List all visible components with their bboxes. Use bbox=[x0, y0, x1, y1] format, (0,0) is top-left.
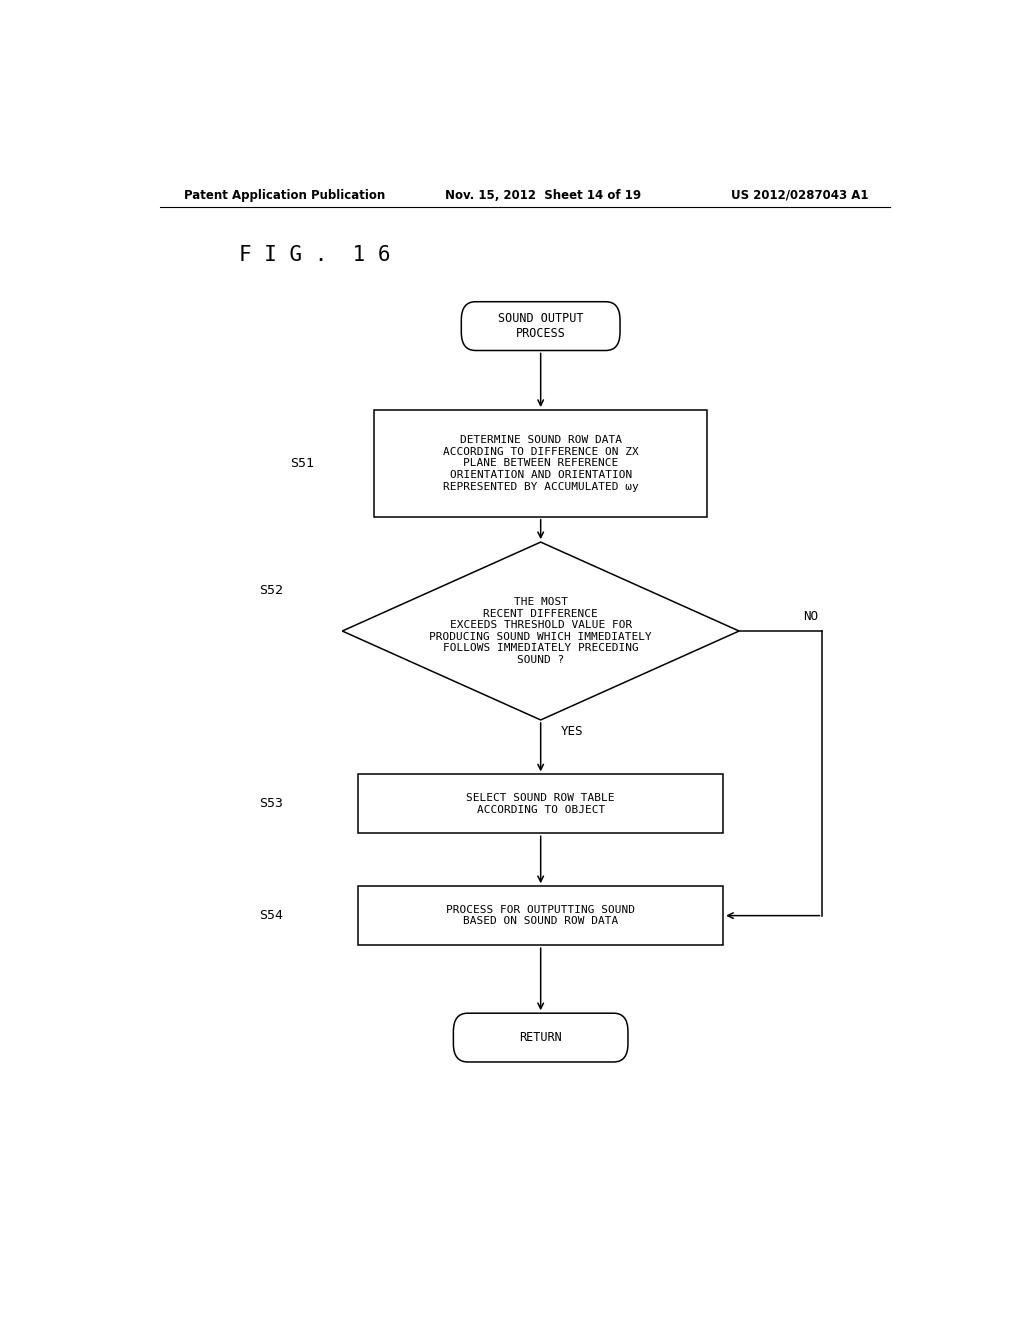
Text: RETURN: RETURN bbox=[519, 1031, 562, 1044]
FancyBboxPatch shape bbox=[462, 302, 621, 351]
Text: Patent Application Publication: Patent Application Publication bbox=[183, 189, 385, 202]
Text: SELECT SOUND ROW TABLE
ACCORDING TO OBJECT: SELECT SOUND ROW TABLE ACCORDING TO OBJE… bbox=[466, 793, 615, 814]
Text: THE MOST
RECENT DIFFERENCE
EXCEEDS THRESHOLD VALUE FOR
PRODUCING SOUND WHICH IMM: THE MOST RECENT DIFFERENCE EXCEEDS THRES… bbox=[429, 597, 652, 665]
Text: S51: S51 bbox=[291, 457, 314, 470]
FancyBboxPatch shape bbox=[454, 1014, 628, 1063]
Bar bbox=[358, 886, 723, 945]
Text: S54: S54 bbox=[259, 909, 283, 923]
Text: SOUND OUTPUT
PROCESS: SOUND OUTPUT PROCESS bbox=[498, 312, 584, 341]
Text: Nov. 15, 2012  Sheet 14 of 19: Nov. 15, 2012 Sheet 14 of 19 bbox=[445, 189, 642, 202]
Text: DETERMINE SOUND ROW DATA
ACCORDING TO DIFFERENCE ON ZX
PLANE BETWEEN REFERENCE
O: DETERMINE SOUND ROW DATA ACCORDING TO DI… bbox=[442, 436, 639, 491]
Bar bbox=[358, 775, 723, 833]
Text: US 2012/0287043 A1: US 2012/0287043 A1 bbox=[731, 189, 868, 202]
Text: S52: S52 bbox=[259, 583, 283, 597]
Text: PROCESS FOR OUTPUTTING SOUND
BASED ON SOUND ROW DATA: PROCESS FOR OUTPUTTING SOUND BASED ON SO… bbox=[446, 904, 635, 927]
Text: S53: S53 bbox=[259, 797, 283, 810]
Text: NO: NO bbox=[804, 610, 818, 623]
Text: F I G .  1 6: F I G . 1 6 bbox=[240, 246, 390, 265]
Polygon shape bbox=[342, 543, 739, 719]
Bar bbox=[374, 411, 708, 516]
Text: YES: YES bbox=[560, 725, 583, 738]
